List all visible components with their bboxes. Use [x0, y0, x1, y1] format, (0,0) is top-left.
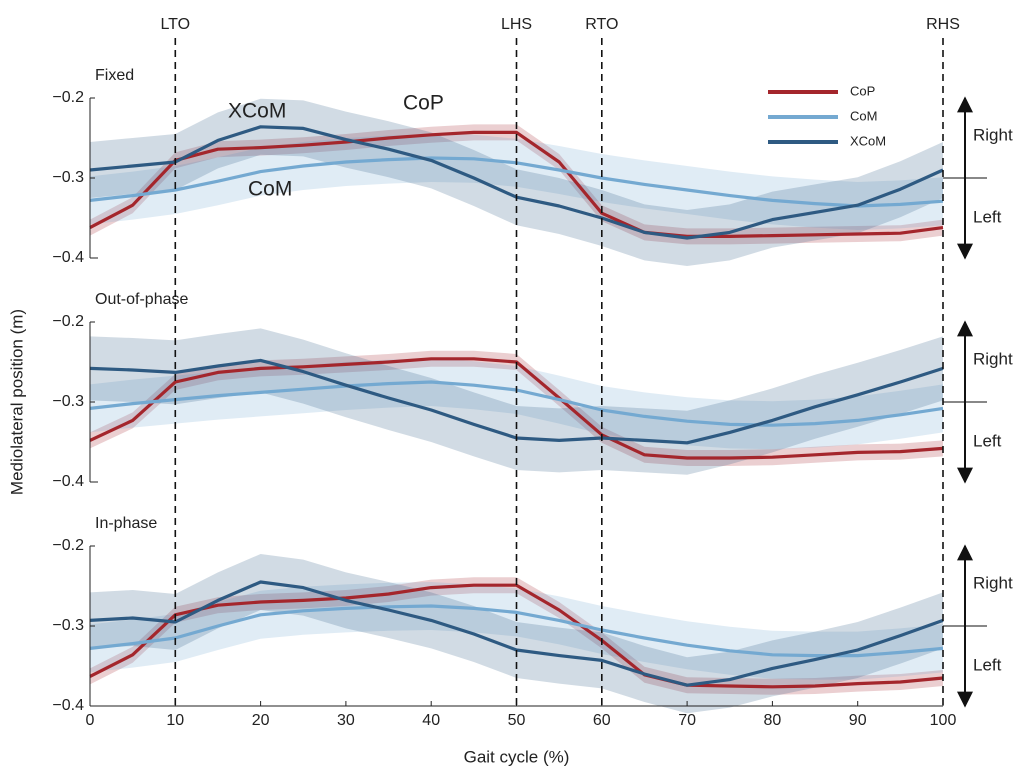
y-tick-label: −0.3: [52, 393, 84, 410]
sd-band: [90, 577, 943, 695]
x-tick-label: 90: [849, 712, 867, 729]
x-tick-label: 100: [930, 712, 957, 729]
y-tick-label: −0.4: [52, 473, 84, 490]
sd-band: [90, 328, 943, 475]
event-label: LHS: [501, 16, 532, 33]
panel-title: Out-of-phase: [95, 291, 188, 308]
event-label: RTO: [585, 16, 618, 33]
legend-label: CoP: [850, 83, 875, 98]
series-line: [89, 583, 944, 689]
y-tick-label: −0.2: [52, 89, 84, 106]
sd-band: [90, 554, 943, 714]
annotation: CoP: [403, 92, 444, 115]
x-tick-label: 80: [764, 712, 782, 729]
y-tick-label: −0.3: [52, 617, 84, 634]
event-label: LTO: [160, 16, 190, 33]
x-tick-label: 10: [166, 712, 184, 729]
y-tick-label: −0.2: [52, 313, 84, 330]
legend-label: XCoM: [850, 133, 886, 148]
panel-title: Fixed: [95, 67, 134, 84]
direction-label: Right: [973, 573, 1013, 592]
sd-band: [90, 350, 943, 466]
direction-label: Right: [973, 125, 1013, 144]
x-tick-label: 60: [593, 712, 611, 729]
panel: −0.2 −0.3 −0.4 Fixed Right Left CoP CoM XCoM XCoM…: [52, 67, 1013, 266]
series-line: [89, 130, 944, 238]
annotation: CoM: [248, 178, 292, 201]
event-label: RHS: [926, 16, 960, 33]
x-tick-label: 50: [508, 712, 526, 729]
y-axis-label: Mediolateral position (m): [7, 309, 26, 495]
direction-label: Left: [973, 655, 1002, 674]
direction-label: Right: [973, 349, 1013, 368]
series-line: [89, 604, 944, 658]
y-tick-label: −0.4: [52, 697, 84, 714]
x-tick-label: 20: [252, 712, 270, 729]
y-tick-label: −0.2: [52, 537, 84, 554]
panel: −0.2 −0.3 −0.4 Out-of-phase Right Left: [52, 291, 1013, 490]
direction-label: Left: [973, 207, 1002, 226]
x-tick-label: 0: [86, 712, 95, 729]
legend-label: CoM: [850, 108, 877, 123]
y-tick-label: −0.3: [52, 169, 84, 186]
x-tick-label: 30: [337, 712, 355, 729]
direction-label: Left: [973, 431, 1002, 450]
x-tick-label: 40: [422, 712, 440, 729]
panel: −0.2 −0.3 −0.4 In-phase 0 10 20 30 40 50 60 70 80 90 1…: [52, 515, 1013, 766]
y-tick-label: −0.4: [52, 249, 84, 266]
annotation: XCoM: [228, 100, 286, 123]
x-tick-label: 70: [678, 712, 696, 729]
panel-title: In-phase: [95, 515, 157, 532]
x-axis-label: Gait cycle (%): [464, 747, 570, 766]
